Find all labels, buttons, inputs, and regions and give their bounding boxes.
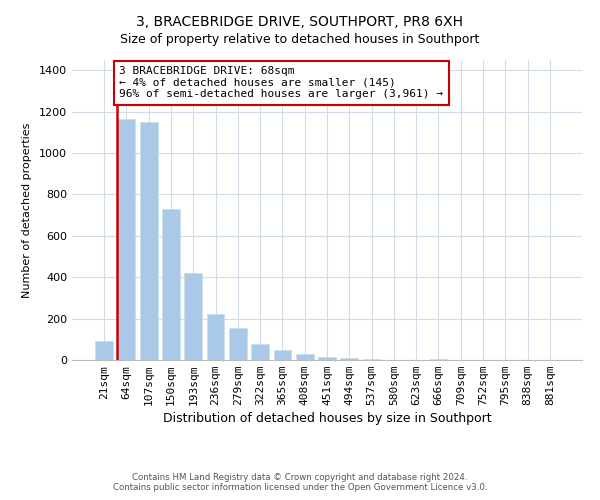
Bar — [95, 342, 113, 360]
Bar — [162, 209, 180, 360]
Bar — [274, 350, 292, 360]
Text: 3, BRACEBRIDGE DRIVE, SOUTHPORT, PR8 6XH: 3, BRACEBRIDGE DRIVE, SOUTHPORT, PR8 6XH — [137, 15, 464, 29]
Bar — [340, 358, 358, 360]
Text: 3 BRACEBRIDGE DRIVE: 68sqm
← 4% of detached houses are smaller (145)
96% of semi: 3 BRACEBRIDGE DRIVE: 68sqm ← 4% of detac… — [119, 66, 443, 100]
Bar — [229, 328, 247, 360]
Bar — [184, 273, 202, 360]
Bar — [140, 122, 158, 360]
Bar — [251, 344, 269, 360]
X-axis label: Distribution of detached houses by size in Southport: Distribution of detached houses by size … — [163, 412, 491, 426]
Bar — [206, 314, 224, 360]
Bar — [362, 359, 380, 360]
Text: Contains HM Land Registry data © Crown copyright and database right 2024.
Contai: Contains HM Land Registry data © Crown c… — [113, 473, 487, 492]
Bar — [318, 357, 336, 360]
Text: Size of property relative to detached houses in Southport: Size of property relative to detached ho… — [121, 32, 479, 46]
Bar — [430, 359, 448, 360]
Bar — [296, 354, 314, 360]
Y-axis label: Number of detached properties: Number of detached properties — [22, 122, 32, 298]
Bar — [118, 119, 136, 360]
